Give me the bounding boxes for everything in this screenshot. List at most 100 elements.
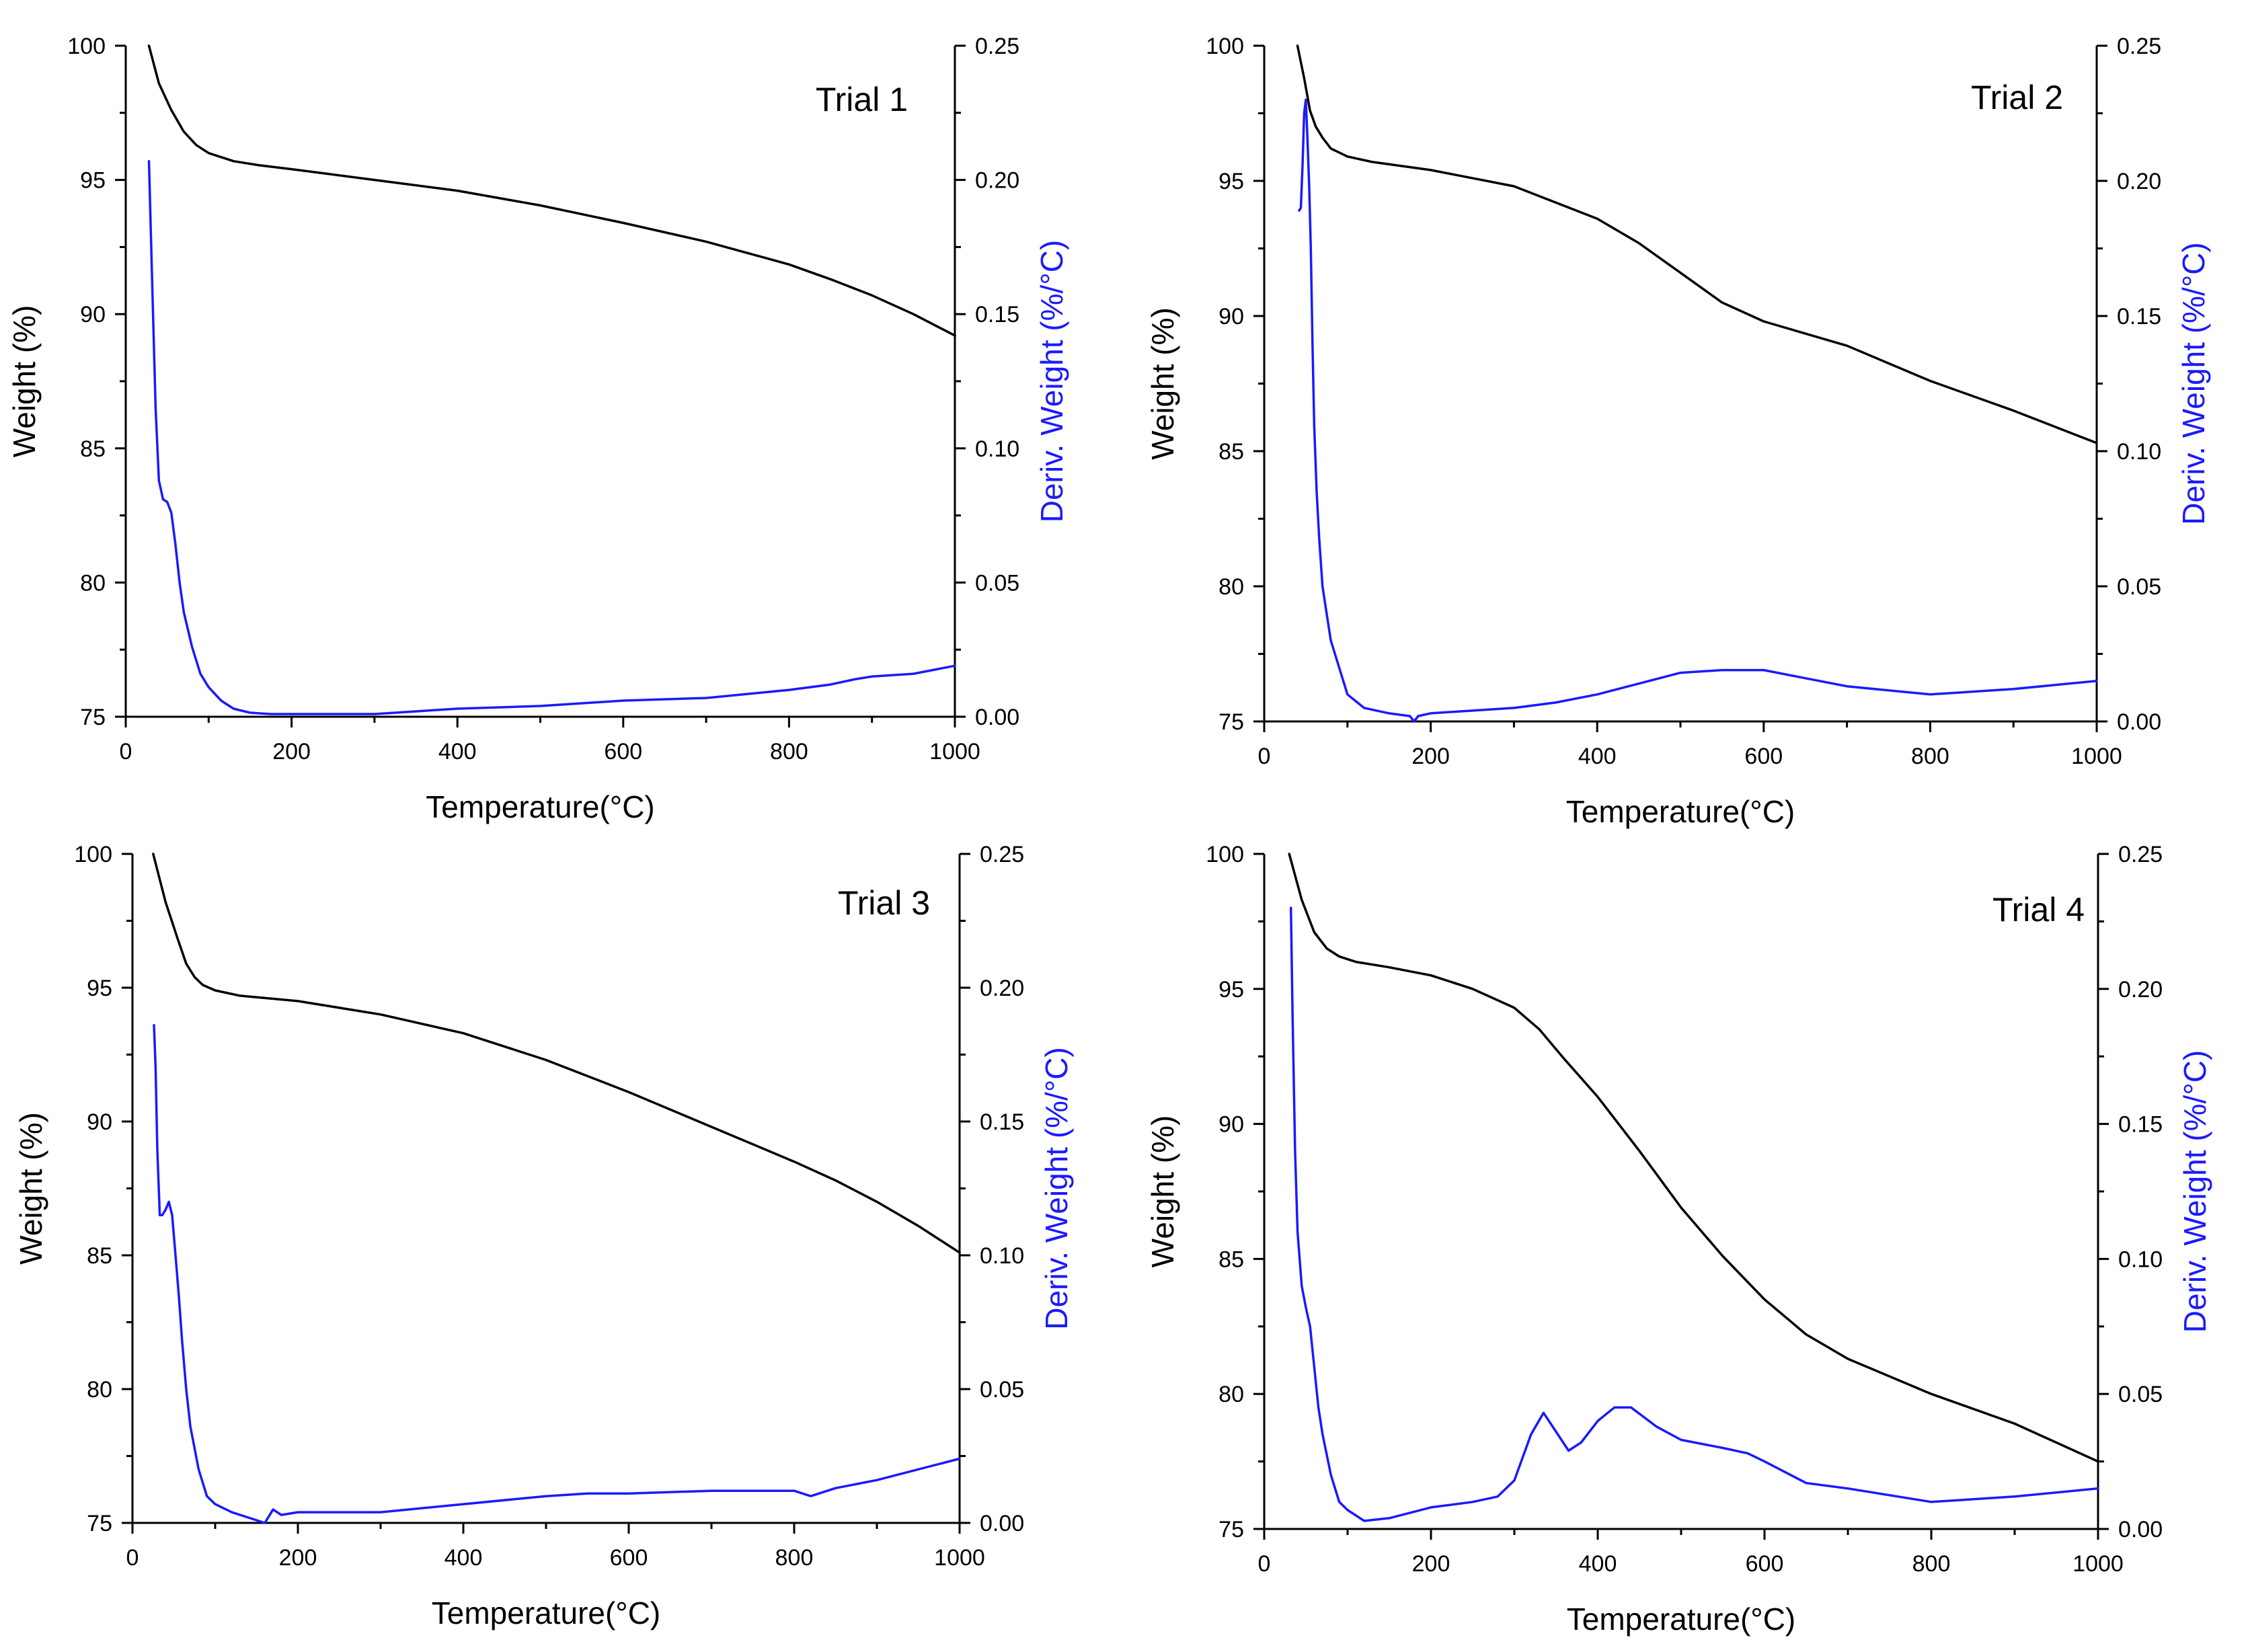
y2-tick-label: 0.05 [2117,574,2161,600]
x-tick-label: 400 [1578,744,1617,769]
y2-axis-title: Deriv. Weight (%/°C) [1039,1047,1074,1330]
y-tick-label: 95 [1218,169,1244,194]
x-axis-title: Temperature(°C) [1567,1602,1796,1637]
y2-tick-label: 0.05 [2118,1382,2163,1407]
y-tick-label: 90 [1218,304,1244,329]
y-tick-label: 80 [80,570,106,596]
x-tick-label: 0 [120,739,132,764]
y2-tick-label: 0.20 [980,976,1024,1001]
y2-tick-label: 0.05 [975,570,1019,596]
y-tick-label: 95 [1218,977,1244,1002]
y2-tick-label: 0.25 [975,34,1019,59]
trial-label: Trial 4 [1992,891,2085,929]
deriv-weight-line [147,159,956,715]
y-tick-label: 90 [80,302,106,327]
weight-line [1288,853,2099,1463]
y2-tick-label: 0.25 [2118,842,2163,867]
y-tick-label: 75 [87,1511,112,1536]
y2-tick-label: 0.00 [980,1511,1024,1536]
y-tick-label: 80 [87,1377,112,1403]
trial-label: Trial 1 [816,81,908,118]
x-tick-label: 400 [438,739,477,764]
x-axis-title: Temperature(°C) [1566,794,1795,829]
x-tick-label: 600 [1746,1551,1784,1577]
y-tick-label: 75 [80,705,106,730]
y-tick-label: 85 [1218,439,1244,465]
x-tick-label: 400 [1579,1551,1617,1577]
y-tick-label: 100 [74,842,112,867]
chart-panel-1: 0 200 400 600 800 1000 75 80 85 90 95 100 0.00 0.05 0.… [7,34,1069,824]
deriv-weight-line [1289,906,2099,1522]
y2-tick-label: 0.15 [980,1109,1024,1135]
y-tick-label: 85 [80,436,106,462]
x-tick-label: 200 [279,1545,317,1571]
y-axis-title: Weight (%) [7,305,42,458]
x-tick-label: 1000 [934,1545,985,1571]
y2-tick-label: 0.15 [2118,1112,2163,1138]
y-tick-label: 95 [80,168,106,194]
x-tick-label: 200 [1412,1551,1450,1577]
x-tick-label: 0 [126,1545,139,1571]
x-axis-title: Temperature(°C) [426,789,655,824]
y2-axis-title: Deriv. Weight (%/°C) [2176,242,2211,525]
y2-tick-label: 0.20 [975,168,1019,194]
x-tick-label: 600 [610,1545,648,1571]
y2-axis-title: Deriv. Weight (%/°C) [1034,240,1069,523]
y-tick-label: 85 [87,1243,112,1269]
x-tick-label: 0 [1258,1551,1271,1577]
x-tick-label: 200 [1411,744,1450,769]
weight-line [147,44,956,337]
y-tick-label: 75 [1218,709,1244,735]
y-tick-label: 100 [1206,842,1244,867]
y-axis-title: Weight (%) [1145,1115,1180,1268]
y-axis-title: Weight (%) [13,1112,48,1265]
y2-axis-title: Deriv. Weight (%/°C) [2177,1050,2212,1333]
y2-tick-label: 0.15 [975,302,1019,327]
x-tick-label: 1000 [929,739,980,764]
chart-panel-4: 0 200 400 600 800 1000 75 80 85 90 95 100 0.00 0.05 0.… [1145,842,2212,1637]
x-tick-label: 0 [1258,744,1271,769]
x-tick-label: 800 [770,739,808,764]
y2-tick-label: 0.15 [2117,304,2161,329]
chart-panel-2: 0 200 400 600 800 1000 75 80 85 90 95 100 0.00 0.05 0.… [1145,34,2211,829]
y2-tick-label: 0.05 [980,1377,1024,1403]
y-axis-title: Weight (%) [1145,307,1180,460]
y-tick-label: 95 [87,976,112,1001]
y2-tick-label: 0.00 [975,705,1019,730]
weight-line [1296,44,2098,444]
y2-tick-label: 0.10 [975,436,1019,462]
deriv-weight-line [1298,98,2098,723]
x-axis-title: Temperature(°C) [432,1596,661,1630]
y-tick-label: 100 [67,34,106,59]
y-tick-label: 80 [1218,574,1244,600]
x-tick-label: 600 [1744,744,1783,769]
y2-tick-label: 0.00 [2118,1517,2163,1542]
deriv-weight-line [153,1023,961,1524]
y-tick-label: 75 [1218,1517,1244,1542]
y-tick-label: 90 [1218,1112,1244,1138]
x-tick-label: 1000 [2071,744,2122,769]
y2-tick-label: 0.00 [2117,709,2161,735]
trial-label: Trial 2 [1971,79,2063,116]
y2-tick-label: 0.25 [980,842,1024,867]
y2-tick-label: 0.20 [2117,169,2161,194]
y2-tick-label: 0.10 [2117,439,2161,465]
weight-line [152,853,961,1254]
y2-tick-label: 0.10 [2118,1247,2163,1272]
x-tick-label: 800 [1912,1551,1951,1577]
x-tick-label: 400 [444,1545,483,1571]
y-tick-label: 90 [87,1109,112,1135]
chart-panel-3: 0 200 400 600 800 1000 75 80 85 90 95 100 0.00 0.05 0.… [13,842,1074,1630]
trial-label: Trial 3 [838,884,930,922]
x-tick-label: 200 [272,739,311,764]
y2-tick-label: 0.25 [2117,34,2161,59]
y-tick-label: 100 [1206,34,1244,59]
x-tick-label: 1000 [2072,1551,2124,1577]
y-tick-label: 85 [1218,1247,1244,1272]
x-tick-label: 800 [1911,744,1949,769]
y2-tick-label: 0.10 [980,1243,1024,1269]
y2-tick-label: 0.20 [2118,977,2163,1002]
y-tick-label: 80 [1218,1382,1244,1407]
x-tick-label: 800 [775,1545,814,1571]
